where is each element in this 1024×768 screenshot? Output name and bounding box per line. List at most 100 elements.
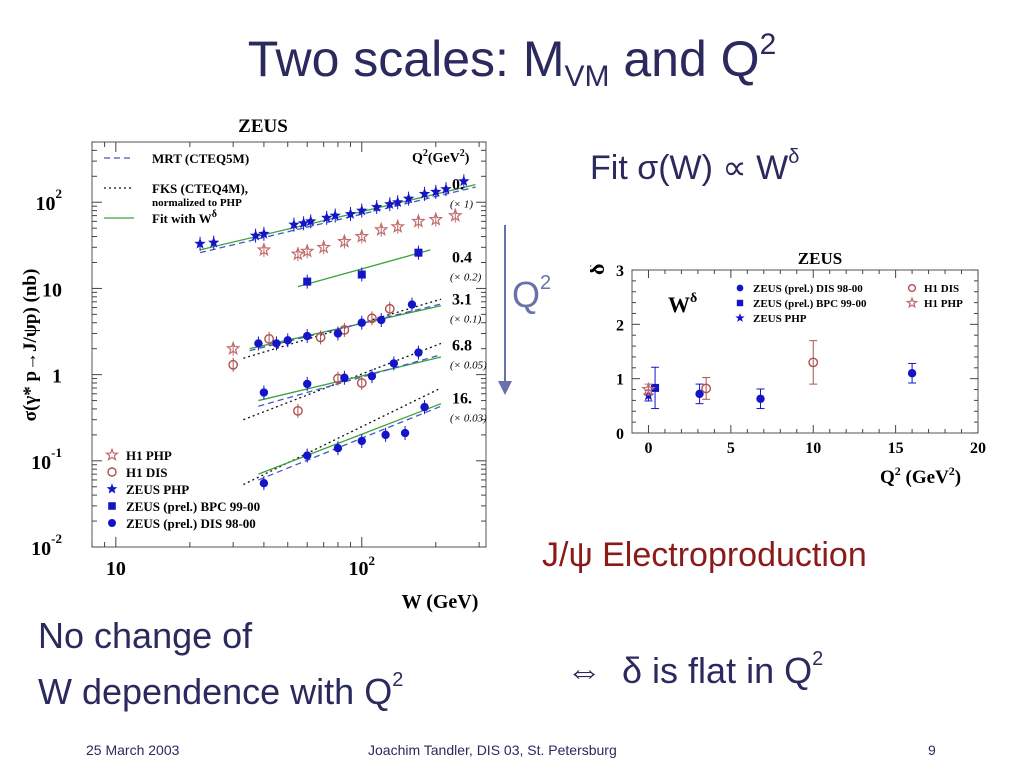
main-data-point	[357, 318, 366, 327]
main-data-point	[428, 211, 444, 226]
main-theory-line	[258, 405, 442, 481]
data-legend-marker	[106, 483, 118, 494]
main-data-point	[411, 213, 426, 228]
delta-y-axis-label: δ	[590, 264, 609, 275]
delta-legend-marker	[907, 283, 917, 293]
q2-down-arrow	[498, 225, 512, 395]
q2-bin-scale: (× 0.05)	[450, 360, 487, 372]
main-data-point	[256, 242, 272, 257]
fit-formula-prefix: Fit	[590, 149, 638, 187]
main-data-point	[414, 348, 423, 357]
delta-x-tick-label: 0	[644, 440, 652, 457]
double-arrow-icon: ⇔	[566, 650, 602, 691]
data-legend-label: ZEUS PHP	[126, 482, 189, 497]
main-theory-line	[249, 305, 442, 350]
main-theory-line	[258, 403, 442, 475]
theory-legend-label: FKS (CTEQ4M),	[152, 181, 248, 196]
main-y-tick-label: 1	[52, 366, 62, 388]
statement-line-1: No change of	[38, 615, 253, 656]
delta-data-point	[907, 369, 917, 378]
main-theory-line	[199, 186, 476, 254]
main-data-point	[258, 227, 270, 239]
main-data-point	[389, 359, 399, 368]
q2-bin-scale: (× 0.1)	[450, 314, 482, 326]
main-y-axis-label: σ(γ* p→J/ψp) (nb)	[20, 269, 41, 422]
main-data-point	[305, 215, 317, 227]
main-data-point	[340, 373, 349, 382]
main-data-point	[316, 239, 332, 254]
footer-page-number: 9	[928, 742, 936, 758]
delta-legend-label: ZEUS (prel.) DIS 98-00	[753, 283, 863, 295]
main-data-point	[354, 228, 370, 243]
main-x-tick-label: 102	[349, 553, 376, 580]
main-data-point	[414, 248, 423, 257]
main-data-points	[194, 174, 470, 491]
main-x-axis-label: W (GeV)	[402, 591, 479, 613]
bottom-right-statement: ⇔ δ is flat in Q2	[566, 648, 824, 691]
main-theory-legend: MRT (CTEQ5M) FKS (CTEQ4M),normalized to P…	[104, 151, 249, 226]
fit-formula-exponent: δ	[788, 146, 800, 168]
main-theory-line	[258, 354, 442, 407]
main-data-point	[297, 217, 310, 229]
delta-vs-q2-chart: ZEUS 0 5 10 15 20 0 1 2 3 ZEUS (prel.) DIS 98-00…	[590, 249, 986, 488]
main-data-point	[458, 175, 470, 187]
main-data-point	[249, 229, 262, 241]
main-data-point	[447, 207, 463, 222]
q2-column-header: Q2(GeV2)	[412, 148, 470, 166]
main-data-point	[400, 428, 410, 438]
data-legend-label: ZEUS (prel.) DIS 98-00	[126, 516, 256, 531]
title-and: and Q	[609, 31, 760, 87]
main-q2-bin-labels: Q2(GeV2) 0. (× 1) 0.4 (× 0.2) 3.1 (× 0.1) 6.8 (×…	[412, 148, 487, 425]
main-data-point	[367, 371, 377, 381]
q2-bin-value: 6.8	[452, 338, 472, 355]
footer-date: 25 March 2003	[86, 742, 180, 758]
main-data-point	[321, 211, 333, 223]
main-data-point	[259, 478, 269, 488]
main-y-tick-label: 102	[36, 186, 63, 215]
delta-x-tick-label: 15	[888, 440, 904, 457]
main-data-point	[420, 402, 429, 412]
delta-plot-frame	[631, 269, 979, 434]
fit-formula-body: σ(W) ∝ W	[637, 149, 789, 187]
main-data-point	[337, 233, 352, 248]
data-legend-label: ZEUS (prel.) BPC 99-00	[126, 499, 260, 514]
q2-bin-scale: (× 0.2)	[450, 271, 482, 283]
delta-data-point	[808, 357, 819, 368]
main-data-point	[430, 185, 442, 197]
theory-legend-label: Fit with Wδ	[152, 209, 217, 226]
theory-legend-label-2: normalized to PHP	[152, 197, 242, 209]
main-theory-line	[249, 303, 442, 352]
main-data-point	[384, 303, 395, 314]
main-data-point	[194, 237, 206, 249]
main-data-point	[440, 183, 452, 194]
main-data-point	[303, 331, 312, 341]
main-data-point	[371, 201, 383, 212]
delta-data-points	[641, 340, 917, 410]
delta-data-point	[641, 381, 656, 396]
main-data-point	[259, 388, 269, 397]
delta-data-point	[701, 383, 712, 394]
main-plot-frame	[91, 141, 487, 548]
main-chart-experiment-label: ZEUS	[238, 116, 288, 137]
data-legend-marker	[108, 502, 116, 510]
delta-chart-experiment-label: ZEUS	[798, 249, 842, 268]
delta-x-tick-label: 20	[970, 440, 986, 457]
main-theory-line	[243, 298, 442, 359]
delta-y-tick-label: 3	[616, 263, 624, 280]
main-theory-line	[297, 249, 431, 288]
statement-line-2: W dependence with Q2	[38, 669, 404, 712]
main-data-point	[356, 378, 367, 388]
main-data-point	[225, 341, 241, 355]
main-data-point	[373, 221, 389, 237]
delta-y-tick-label: 1	[616, 372, 624, 389]
main-y-tick-label: 10-1	[31, 445, 62, 474]
main-data-point	[367, 313, 377, 324]
delta-legend-label: ZEUS PHP	[753, 313, 807, 325]
main-data-point	[264, 333, 275, 344]
delta-data-point	[695, 389, 704, 399]
main-data-point	[329, 209, 341, 221]
main-data-point	[333, 444, 343, 453]
main-data-point	[272, 339, 281, 348]
main-data-point	[293, 405, 303, 416]
q2-bin-value: 0.	[452, 177, 464, 194]
